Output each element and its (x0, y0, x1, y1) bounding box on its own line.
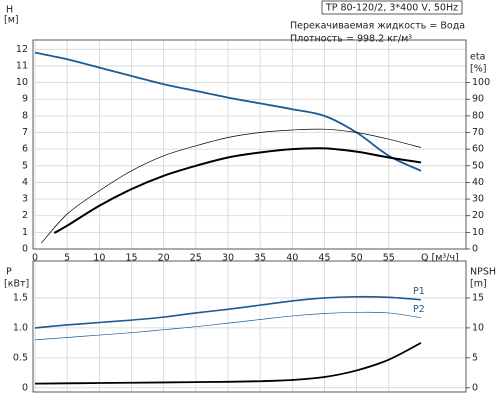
x-tick-label: 45 (318, 253, 330, 264)
y2-tick-label: 10 (472, 227, 484, 238)
plot-frame (32, 260, 467, 393)
y-axis-label: H (6, 5, 13, 16)
curve (41, 128, 422, 244)
x-tick-label: 15 (125, 253, 137, 264)
y-tick-label: 7 (22, 127, 28, 138)
y-tick-label: 5 (22, 160, 28, 171)
y2-axis-label: eta (470, 52, 485, 63)
y-tick-label: 0 (22, 244, 28, 255)
y-tick-label: 1.5 (13, 292, 28, 303)
y-tick-label: 0.5 (13, 352, 28, 363)
y2-tick-label: 10 (472, 322, 484, 333)
y-axis-unit: [кВт] (4, 279, 29, 290)
y2-tick-label: 60 (472, 144, 484, 155)
y2-tick-label: 0 (472, 244, 478, 255)
y2-tick-label: 70 (472, 127, 484, 138)
x-tick-label: 30 (222, 253, 234, 264)
y-axis-label: P (6, 267, 12, 278)
y-tick-label: 10 (16, 77, 28, 88)
curve (53, 147, 422, 234)
y-tick-label: 2 (22, 210, 28, 221)
curve (34, 311, 422, 341)
y2-tick-label: 0 (472, 382, 478, 393)
y-tick-label: 12 (16, 44, 28, 55)
x-tick-label: 35 (254, 253, 266, 264)
plot-frame (32, 39, 467, 250)
curve (34, 295, 422, 329)
curve-label: P1 (413, 286, 425, 297)
y-tick-label: 9 (22, 94, 28, 105)
y2-tick-label: 100 (472, 77, 490, 88)
y-tick-label: 6 (22, 144, 28, 155)
y-tick-label: 8 (22, 110, 28, 121)
x-tick-label: 5 (64, 253, 70, 264)
x-tick-label: 25 (190, 253, 202, 264)
x-tick-label: 40 (286, 253, 298, 264)
y-axis-unit: [м] (4, 15, 19, 26)
y2-tick-label: 50 (472, 160, 484, 171)
y-tick-label: 0 (22, 382, 28, 393)
y2-tick-label: 40 (472, 177, 484, 188)
y2-tick-label: 15 (472, 292, 484, 303)
curve-label: P2 (413, 304, 425, 315)
y-tick-label: 3 (22, 194, 28, 205)
y2-tick-label: 20 (472, 210, 484, 221)
y-tick-label: 4 (22, 177, 28, 188)
y2-tick-label: 30 (472, 194, 484, 205)
y2-axis-label: NPSH (470, 267, 496, 278)
x-tick-label: 55 (383, 253, 395, 264)
curve (34, 342, 422, 385)
y2-tick-label: 5 (472, 352, 478, 363)
x-tick-label: 50 (351, 253, 363, 264)
y-tick-label: 1 (22, 227, 28, 238)
y-tick-label: 11 (16, 60, 28, 71)
y2-axis-unit: [m] (470, 279, 487, 290)
x-axis-label: Q [м³/ч] (421, 253, 459, 264)
y-tick-label: 1.0 (13, 322, 28, 333)
y2-tick-label: 80 (472, 110, 484, 121)
info-line: Плотность = 998.2 кг/м³ (290, 34, 412, 45)
x-tick-label: 0 (32, 253, 38, 264)
title-box (321, 0, 463, 15)
x-tick-label: 10 (93, 253, 105, 264)
chart-title: TP 80-120/2, 3*400 V, 50Hz (325, 3, 458, 14)
y2-tick-label: 90 (472, 94, 484, 105)
y2-axis-unit: [%] (470, 64, 486, 75)
x-tick-label: 20 (158, 253, 170, 264)
info-line: Перекачиваемая жидкость = Вода (290, 21, 465, 32)
